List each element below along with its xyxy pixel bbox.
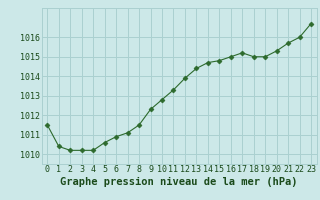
X-axis label: Graphe pression niveau de la mer (hPa): Graphe pression niveau de la mer (hPa) xyxy=(60,177,298,187)
